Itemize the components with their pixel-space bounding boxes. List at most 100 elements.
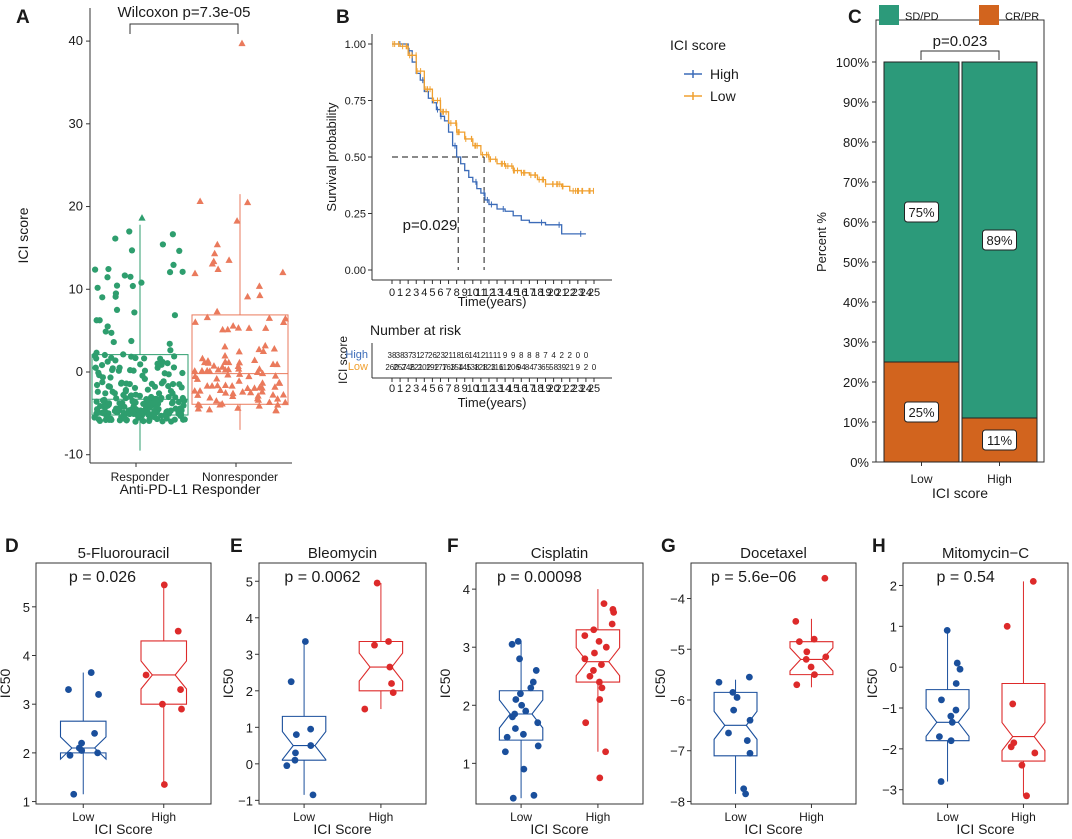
legend-label: SD/PD [905, 11, 939, 23]
data-point [78, 739, 85, 747]
data-point [596, 774, 604, 782]
data-point [65, 686, 72, 693]
risk-row-label: Low [348, 361, 368, 373]
data-point [269, 391, 277, 398]
y-tick-label: −6 [670, 693, 685, 708]
data-point [70, 790, 78, 798]
data-point [170, 261, 177, 268]
data-point [234, 404, 242, 411]
data-point [279, 390, 288, 398]
x-axis-title: ICI Score [744, 821, 803, 837]
data-point [255, 345, 263, 353]
data-point [121, 403, 128, 410]
risk-value: 0 [584, 351, 589, 360]
data-point [179, 268, 186, 275]
data-point [224, 370, 232, 378]
y-tick-label: 0.75 [345, 96, 366, 108]
data-point [534, 719, 542, 727]
data-point [160, 581, 168, 589]
data-point [151, 383, 159, 390]
data-point [733, 694, 741, 701]
y-tick-label: 40% [843, 295, 869, 310]
x-axis-title: ICI Score [94, 821, 153, 837]
data-point [174, 627, 182, 635]
x-tick-label: High [799, 810, 824, 824]
data-point [153, 415, 161, 423]
panel-label-C: C [848, 7, 862, 28]
data-point [116, 400, 123, 407]
significance-bracket [129, 23, 239, 34]
risk-value: 128 [474, 363, 488, 372]
y-tick-label: −2 [882, 742, 897, 757]
y-tick-label: 4 [246, 611, 253, 626]
data-point [127, 393, 134, 400]
data-point [158, 394, 165, 402]
data-point [164, 408, 171, 415]
panel-b: 0.000.250.500.751.000 1 2 3 4 5 6 7 8 91011121314… [324, 34, 739, 309]
data-point [194, 391, 202, 398]
legend-label: High [710, 66, 739, 82]
significance-bracket [920, 50, 1000, 60]
x-axis-title: ICI Score [313, 821, 372, 837]
x-tick-label: 8 [454, 383, 460, 395]
data-point [221, 352, 229, 359]
data-point [501, 748, 509, 756]
risk-value: 27 [420, 351, 429, 360]
data-point [126, 228, 133, 235]
data-point [307, 742, 315, 749]
data-point [582, 719, 590, 727]
risk-value: 116 [491, 363, 504, 372]
data-label: 89% [986, 233, 1012, 248]
x-tick-label: 9 [462, 287, 468, 299]
x-tick-label: 15 [507, 383, 519, 395]
data-point [126, 380, 133, 388]
risk-value: 0 [576, 351, 581, 360]
data-point [212, 397, 220, 404]
risk-value: 9 [503, 351, 508, 360]
data-point [131, 384, 139, 392]
y-axis-title: Percent % [814, 212, 829, 272]
plot-frame [690, 562, 857, 805]
data-point [204, 359, 212, 366]
data-point [149, 411, 157, 418]
data-point [208, 382, 216, 389]
data-point [807, 663, 815, 671]
y-tick-label: 1 [890, 619, 897, 634]
data-point [239, 388, 247, 395]
data-point [216, 401, 224, 408]
data-point [165, 371, 172, 378]
y-tick-label: 30 [69, 116, 83, 131]
x-tick-label: 22 [564, 383, 576, 395]
data-point [105, 383, 112, 390]
data-point [229, 389, 237, 397]
data-point [210, 362, 218, 369]
data-point [198, 366, 206, 374]
data-point [256, 383, 264, 391]
data-point [109, 366, 116, 374]
data-point [1031, 749, 1039, 757]
y-tick-label: −1 [238, 793, 253, 808]
y-tick-label: 50% [843, 255, 869, 270]
data-point [194, 404, 202, 412]
risk-value: 163 [442, 363, 456, 372]
risk-value: 202 [418, 363, 432, 372]
y-tick-label: 4 [23, 649, 30, 664]
y-tick-label: 90% [843, 95, 869, 110]
x-axis-title: ICI Score [956, 821, 1015, 837]
data-point [229, 322, 237, 329]
data-point [177, 411, 185, 418]
risk-value: 9 [576, 363, 581, 372]
data-point [236, 370, 244, 377]
y-tick-label: 3 [246, 647, 253, 662]
data-point [937, 778, 945, 785]
x-tick-label: Low [910, 472, 932, 486]
data-point [105, 400, 113, 407]
data-point [1003, 622, 1011, 630]
data-point [120, 351, 127, 358]
data-point [309, 791, 317, 799]
data-point [99, 397, 107, 404]
data-point [534, 742, 542, 750]
x-tick-label: 12 [483, 383, 495, 395]
data-point [271, 372, 280, 379]
data-point [385, 638, 392, 645]
